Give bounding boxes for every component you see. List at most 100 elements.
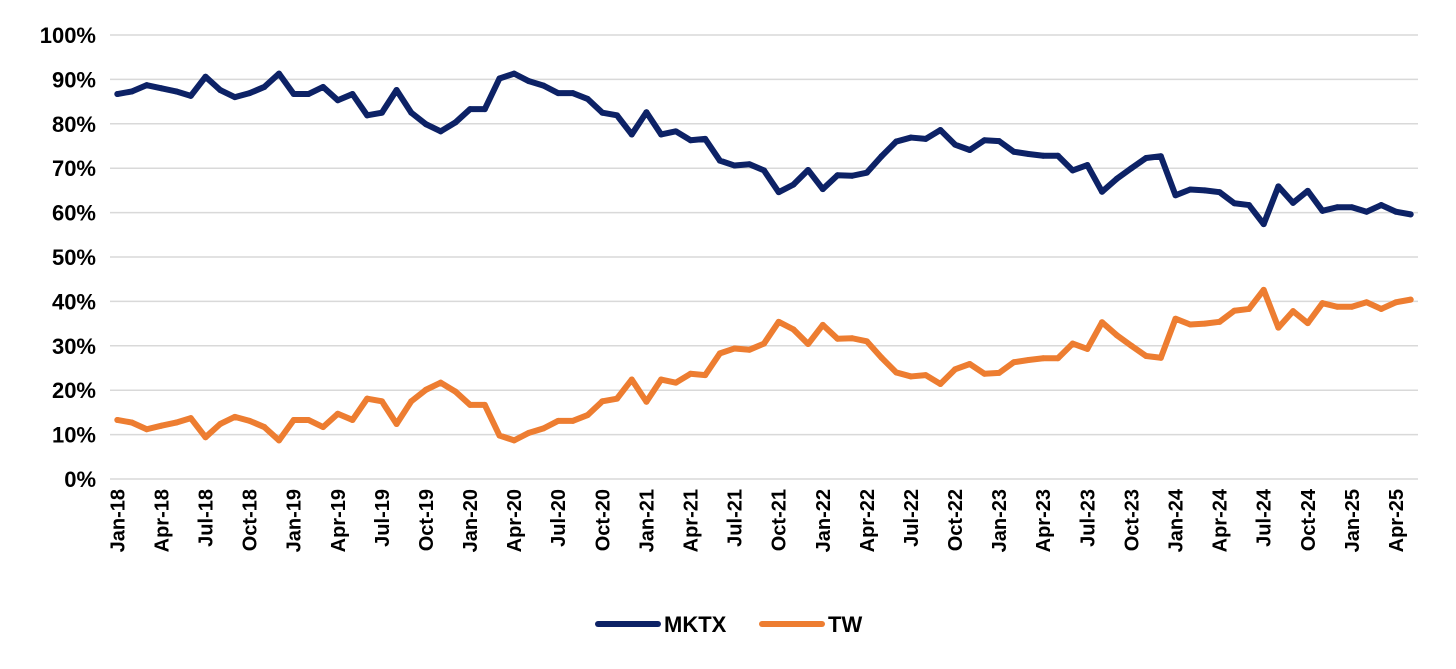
data-point-mktx [863,169,870,176]
data-point-tw [202,434,209,441]
x-tick-label: Jul-18 [196,489,218,547]
data-point-tw [290,416,297,423]
data-point-mktx [834,172,841,179]
data-point-mktx [1260,221,1267,228]
data-point-mktx [1231,200,1238,207]
data-point-tw [1407,296,1414,303]
data-point-mktx [907,134,914,141]
data-point-tw [276,437,283,444]
y-tick-label: 30% [52,334,96,359]
data-point-tw [378,398,385,405]
data-point-tw [481,401,488,408]
data-point-mktx [1172,192,1179,199]
data-point-tw [231,413,238,420]
data-point-tw [863,338,870,345]
data-point-tw [511,437,518,444]
series-line-tw [114,286,1414,444]
y-tick-label: 20% [52,378,96,403]
data-point-tw [819,321,826,328]
data-point-mktx [1069,167,1076,174]
x-tick-label: Apr-25 [1386,489,1408,552]
data-point-tw [1157,354,1164,361]
data-point-mktx [437,128,444,135]
data-point-tw [966,361,973,368]
data-point-mktx [790,181,797,188]
data-point-mktx [687,137,694,144]
data-point-tw [614,395,621,402]
data-point-mktx [467,106,474,113]
data-point-mktx [173,88,180,95]
data-point-tw [1290,308,1297,315]
data-point-mktx [231,94,238,101]
data-point-tw [922,372,929,379]
x-tick-label: Oct-23 [1121,489,1143,551]
legend-label-tw: TW [828,612,862,637]
data-point-tw [1054,355,1061,362]
data-point-tw [1334,303,1341,310]
data-point-tw [849,335,856,342]
data-point-mktx [334,97,341,104]
data-point-tw [878,354,885,361]
x-tick-label: Apr-21 [681,489,703,552]
data-point-mktx [1319,207,1326,214]
x-tick-label: Oct-24 [1298,488,1320,551]
data-point-tw [672,379,679,386]
data-point-mktx [746,161,753,168]
x-tick-label: Oct-20 [592,489,614,551]
data-point-tw [114,416,121,423]
x-tick-label: Jul-23 [1077,489,1099,547]
data-point-mktx [525,78,532,85]
y-tick-label: 60% [52,201,96,226]
data-point-mktx [1025,150,1032,157]
y-tick-label: 70% [52,156,96,181]
data-point-tw [408,398,415,405]
data-point-mktx [569,90,576,97]
data-point-mktx [702,135,709,142]
x-tick-label: Oct-22 [945,489,967,551]
data-point-tw [702,372,709,379]
y-tick-label: 10% [52,423,96,448]
data-point-mktx [1010,148,1017,155]
data-point-tw [937,380,944,387]
data-point-mktx [555,90,562,97]
data-point-mktx [452,119,459,126]
data-point-mktx [422,121,429,128]
data-point-mktx [276,70,283,77]
data-point-tw [1378,305,1385,312]
data-point-tw [599,398,606,405]
data-point-mktx [511,70,518,77]
y-tick-label: 80% [52,112,96,137]
data-point-mktx [893,138,900,145]
data-point-tw [305,416,312,423]
data-point-tw [158,422,165,429]
data-point-tw [1201,320,1208,327]
data-point-tw [1216,318,1223,325]
data-point-mktx [246,90,253,97]
data-point-tw [1319,300,1326,307]
data-point-mktx [775,189,782,196]
data-point-mktx [187,92,194,99]
series-tw [114,286,1414,444]
data-point-mktx [1363,208,1370,215]
data-point-tw [658,376,665,383]
data-point-tw [1069,340,1076,347]
data-point-mktx [819,186,826,193]
x-tick-label: Apr-22 [857,489,879,552]
data-point-mktx [805,166,812,173]
data-point-mktx [320,83,327,90]
data-point-tw [555,417,562,424]
series-lines [114,70,1414,444]
data-point-tw [422,386,429,393]
y-tick-label: 40% [52,289,96,314]
data-point-tw [775,318,782,325]
data-point-tw [716,350,723,357]
data-point-mktx [937,127,944,134]
data-point-mktx [1201,187,1208,194]
data-point-mktx [349,91,356,98]
x-tick-label: Apr-20 [504,489,526,552]
data-point-mktx [1290,199,1297,206]
data-point-tw [496,432,503,439]
data-point-tw [1113,332,1120,339]
y-axis-ticks: 0% 10% 20% 30% 40% 50% 60% 70% 80% 90% 100% [40,23,96,492]
